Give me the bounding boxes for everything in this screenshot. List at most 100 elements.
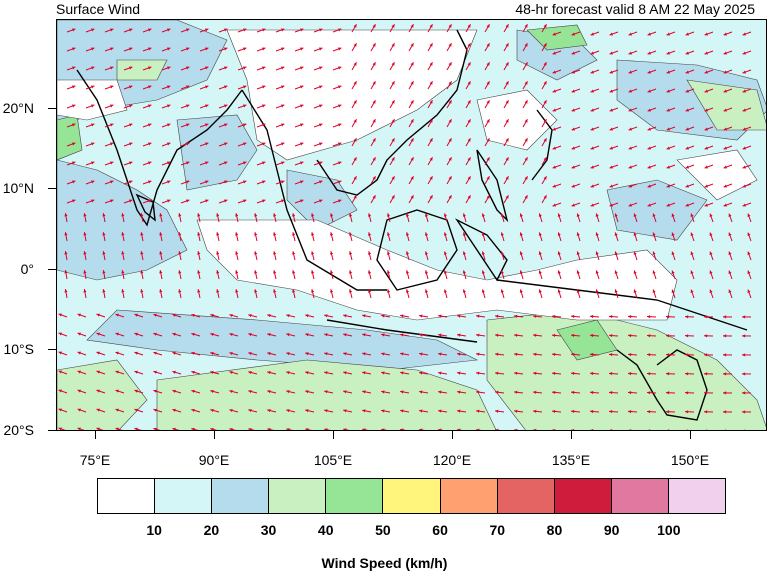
wind-arrow-head bbox=[71, 142, 76, 146]
wind-arrow-head bbox=[704, 51, 709, 55]
wind-arrow-head bbox=[448, 119, 452, 123]
wind-arrow-head bbox=[153, 370, 157, 374]
wind-arrow-head bbox=[571, 165, 576, 169]
wind-arrow-head bbox=[524, 176, 528, 180]
wind-arrow-head bbox=[571, 70, 576, 74]
wind-arrow-head bbox=[709, 213, 713, 217]
wind-arrow-head bbox=[628, 51, 633, 55]
wind-arrow-head bbox=[628, 127, 633, 131]
wind-arrow-head bbox=[229, 389, 233, 394]
wind-arrow-head bbox=[443, 289, 447, 293]
wind-arrow-head bbox=[671, 270, 675, 274]
wind-arrow-head bbox=[410, 195, 414, 199]
wind-arrow-head bbox=[140, 213, 144, 217]
wind-arrow-head bbox=[609, 32, 614, 36]
wind-arrow-head bbox=[495, 409, 499, 413]
wind-arrow-head bbox=[429, 62, 433, 66]
wind-arrow-head bbox=[318, 66, 323, 70]
wind-arrow-head bbox=[666, 165, 671, 169]
wind-arrow-head bbox=[242, 142, 247, 146]
wind-arrow-head bbox=[576, 232, 580, 236]
wind-arrow-head bbox=[286, 409, 290, 413]
wind-arrow-head bbox=[723, 184, 728, 188]
wind-arrow-head bbox=[685, 184, 690, 188]
wind-arrow-head bbox=[147, 142, 152, 146]
lat-label-equator: 0° bbox=[20, 261, 34, 277]
wind-arrow-head bbox=[742, 89, 747, 93]
wind-arrow-head bbox=[267, 428, 271, 430]
wind-arrow-head bbox=[704, 410, 708, 414]
wind-arrow-head bbox=[372, 81, 376, 85]
wind-arrow-head bbox=[90, 104, 95, 108]
wind-arrow-head bbox=[349, 213, 353, 217]
wind-arrow-head bbox=[543, 43, 547, 47]
lon-tick bbox=[95, 431, 96, 439]
wind-arrow-head bbox=[147, 66, 152, 70]
wind-arrow-head bbox=[337, 66, 342, 70]
wind-arrow-head bbox=[514, 371, 518, 375]
wind-arrow-head bbox=[71, 161, 76, 165]
wind-arrow-head bbox=[723, 410, 727, 414]
wind-arrow-head bbox=[134, 332, 138, 336]
wind-arrow-head bbox=[64, 270, 68, 274]
wind-arrow-head bbox=[216, 270, 220, 274]
wind-arrow-head bbox=[543, 119, 547, 123]
colorbar-bin bbox=[554, 479, 612, 513]
wind-arrow-head bbox=[410, 81, 414, 85]
wind-arrow-head bbox=[128, 142, 133, 146]
wind-arrow-head bbox=[557, 251, 561, 255]
lat-tick bbox=[48, 108, 56, 109]
wind-arrow-head bbox=[486, 81, 490, 85]
wind-arrow-head bbox=[261, 47, 266, 51]
wind-arrow-head bbox=[419, 352, 423, 356]
wind-arrow-head bbox=[514, 390, 518, 394]
wind-arrow-head bbox=[666, 127, 671, 131]
wind-arrow-head bbox=[349, 289, 353, 293]
wind-arrow-head bbox=[405, 213, 410, 217]
wind-arrow-head bbox=[742, 146, 747, 150]
wind-arrow-head bbox=[349, 232, 353, 236]
wind-arrow-head bbox=[166, 28, 171, 32]
wind-arrow-head bbox=[254, 232, 258, 236]
wind-arrow-head bbox=[381, 409, 385, 413]
wind-arrow-head bbox=[524, 157, 528, 161]
wind-arrow-head bbox=[590, 371, 594, 376]
wind-arrow-head bbox=[533, 352, 537, 356]
wind-arrow-head bbox=[747, 270, 751, 275]
wind-arrow-head bbox=[747, 232, 751, 237]
wind-arrow-head bbox=[280, 161, 285, 165]
wind-arrow-head bbox=[552, 203, 557, 207]
wind-arrow-head bbox=[476, 352, 480, 356]
wind-arrow-head bbox=[261, 199, 266, 203]
wind-arrow-head bbox=[273, 270, 277, 274]
wind-arrow-head bbox=[166, 104, 171, 108]
wind-arrow-head bbox=[248, 333, 252, 337]
colorbar-bin bbox=[212, 479, 270, 513]
wind-arrow-head bbox=[538, 232, 542, 236]
wind-arrow-head bbox=[254, 213, 258, 217]
wind-arrow-head bbox=[538, 289, 542, 293]
wind-arrow-head bbox=[121, 251, 125, 255]
wind-arrow-head bbox=[204, 104, 209, 108]
wind-arrow-head bbox=[552, 184, 557, 188]
wind-arrow-head bbox=[552, 127, 557, 131]
wind-arrow-head bbox=[299, 47, 304, 51]
wind-arrow-head bbox=[147, 85, 152, 89]
wind-arrow-head bbox=[349, 251, 353, 255]
wind-arrow-head bbox=[742, 315, 746, 319]
wind-arrow-head bbox=[140, 232, 144, 236]
lon-tick bbox=[214, 431, 215, 439]
wind-arrow-head bbox=[685, 146, 690, 150]
wind-arrow-head bbox=[128, 180, 133, 184]
wind-arrow-head bbox=[223, 142, 228, 146]
wind-arrow-head bbox=[109, 66, 114, 70]
wind-arrow-head bbox=[210, 427, 214, 430]
wind-arrow-head bbox=[505, 81, 509, 85]
wind-arrow-head bbox=[134, 389, 138, 393]
lat-label-20s: 20°S bbox=[3, 422, 34, 438]
wind-arrow-head bbox=[96, 408, 100, 412]
wind-arrow-head bbox=[429, 100, 433, 104]
wind-arrow-head bbox=[728, 213, 732, 217]
wind-arrow-head bbox=[204, 85, 209, 89]
wind-arrow-head bbox=[134, 370, 138, 374]
